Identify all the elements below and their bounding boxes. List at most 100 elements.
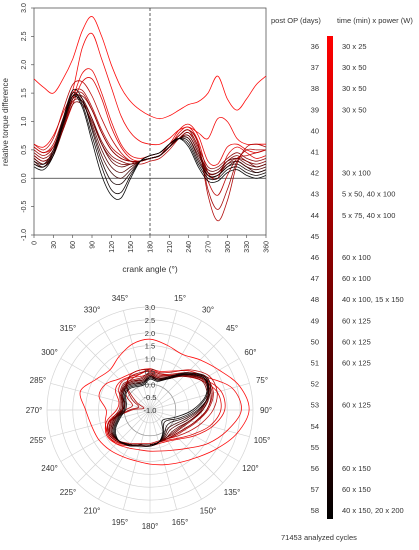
- legend-day-label: 48: [311, 295, 319, 304]
- legend-day-label: 38: [311, 84, 319, 93]
- polar-spoke: [123, 310, 151, 411]
- legend-protocol-label: 30 x 100: [342, 169, 371, 178]
- polar-angle-label: 210°: [84, 506, 101, 515]
- polar-angle-label: 300°: [41, 348, 58, 357]
- y-tick-label: -0.5: [21, 200, 28, 212]
- polar-spoke: [98, 320, 151, 411]
- polar-angle-label: 45°: [226, 324, 238, 333]
- legend-header-protocol: time (min) x power (W): [337, 16, 413, 25]
- legend-protocol-label: 30 x 50: [342, 63, 367, 72]
- legend-day-label: 37: [311, 63, 319, 72]
- y-tick-label: 0.0: [21, 173, 28, 183]
- x-tick-label: 210: [167, 241, 174, 253]
- polar-angle-label: 120°: [242, 464, 259, 473]
- legend-day-label: 46: [311, 253, 319, 262]
- polar-angle-label: 75°: [256, 376, 268, 385]
- x-tick-label: 180: [148, 241, 155, 253]
- legend-protocol-label: 60 x 125: [342, 401, 371, 410]
- polar-angle-label: 90°: [260, 406, 272, 415]
- legend-protocol-label: 5 x 50, 40 x 100: [342, 190, 395, 199]
- y-tick-label: 2.0: [21, 60, 28, 70]
- polar-spoke: [60, 409, 151, 462]
- line-chart-x-axis-label: crank angle (°): [122, 264, 178, 274]
- legend-day-label: 39: [311, 105, 319, 114]
- legend-day-label: 36: [311, 42, 319, 51]
- y-tick-label: 1.5: [21, 88, 28, 98]
- line-series-day-58: [33, 94, 267, 200]
- polar-angle-label: 330°: [84, 306, 101, 315]
- polar-angle-label: 135°: [224, 488, 241, 497]
- polar-series-day-56: [112, 372, 211, 446]
- legend-protocol-label: 60 x 125: [342, 316, 371, 325]
- polar-series-day-58: [114, 374, 208, 447]
- polar-spoke: [149, 320, 202, 411]
- x-tick-label: 90: [90, 241, 97, 249]
- legend-day-label: 47: [311, 274, 319, 283]
- line-chart-y-axis-label: relative torque difference: [1, 77, 10, 165]
- polar-angle-label: 165°: [172, 518, 189, 527]
- polar-angle-label: 30°: [202, 306, 214, 315]
- x-tick-label: 240: [186, 241, 193, 253]
- legend-protocol-label: 30 x 50: [342, 84, 367, 93]
- y-tick-label: 2.5: [21, 31, 28, 41]
- polar-series-day-42: [108, 368, 218, 445]
- legend-protocol-label: 40 x 150, 20 x 200: [342, 506, 404, 515]
- polar-radial-label: 1.5: [145, 342, 155, 351]
- legend-protocol-label: 60 x 125: [342, 337, 371, 346]
- legend-day-label: 53: [311, 401, 319, 410]
- polar-angle-label: 240°: [41, 464, 58, 473]
- line-chart-reference-lines: [34, 8, 266, 235]
- polar-spoke: [98, 409, 151, 500]
- polar-chart: 3.0 2.5 2.0 1.5 1.0 0.5 0.0 -0.5 -1.0 345° 15° 30°…: [26, 294, 272, 531]
- polar-angle-label: 195°: [112, 518, 129, 527]
- legend-day-label: 42: [311, 169, 319, 178]
- x-tick-label: 150: [128, 241, 135, 253]
- polar-spoke: [149, 358, 240, 411]
- colorbar: [327, 36, 333, 519]
- polar-series-day-36: [79, 338, 250, 466]
- line-chart-y-ticks: -1.0 -0.5 0.0 0.5 1.0 1.5 2.0 2.5 3.0: [21, 3, 34, 241]
- polar-angle-label: 60°: [244, 348, 256, 357]
- legend-protocol-label: 60 x 100: [342, 253, 371, 262]
- legend-protocol-label: 5 x 75, 40 x 100: [342, 211, 395, 220]
- legend-day-label: 57: [311, 485, 319, 494]
- x-tick-label: 30: [51, 241, 58, 249]
- polar-radial-label: 1.0: [145, 355, 155, 364]
- polar-chart-series: [79, 338, 250, 466]
- polar-angle-label: 225°: [60, 488, 77, 497]
- legend-day-label: 44: [311, 211, 319, 220]
- y-tick-label: -1.0: [21, 229, 28, 241]
- legend-protocol-label: 60 x 125: [342, 359, 371, 368]
- polar-spoke: [50, 383, 151, 411]
- x-tick-label: 60: [70, 241, 77, 249]
- polar-spoke: [76, 409, 151, 484]
- polar-spoke: [149, 409, 177, 510]
- legend: post OP (days) time (min) x power (W) 36…: [271, 16, 413, 542]
- polar-spoke: [149, 409, 250, 437]
- legend-protocol-label: 30 x 25: [342, 42, 367, 51]
- polar-angle-label: 105°: [254, 436, 271, 445]
- polar-radial-label: 0.5: [145, 367, 155, 376]
- legend-protocol-label: 60 x 150: [342, 485, 371, 494]
- y-tick-label: 3.0: [21, 3, 28, 13]
- polar-spoke: [76, 336, 151, 411]
- line-series-day-42: [33, 80, 267, 196]
- legend-protocol-labels: 30 x 25 30 x 50 30 x 50 30 x 50 30 x 100 5 x …: [342, 42, 404, 515]
- legend-protocol-label: 30 x 50: [342, 105, 367, 114]
- x-tick-label: 270: [206, 241, 213, 253]
- legend-day-label: 56: [311, 464, 319, 473]
- polar-radial-label: 2.0: [145, 329, 155, 338]
- line-series-day-36: [33, 16, 267, 120]
- polar-chart-radial-labels: 3.0 2.5 2.0 1.5 1.0 0.5 0.0 -0.5 -1.0: [144, 303, 157, 415]
- polar-spoke: [149, 310, 177, 411]
- polar-spoke: [149, 409, 202, 500]
- legend-day-label: 41: [311, 148, 319, 157]
- legend-day-label: 55: [311, 443, 319, 452]
- legend-day-label: 51: [311, 359, 319, 368]
- line-chart-series: [33, 16, 267, 222]
- polar-angle-label: 285°: [30, 376, 47, 385]
- legend-day-label: 49: [311, 316, 319, 325]
- polar-spoke: [123, 409, 151, 510]
- legend-protocol-label: 60 x 150: [342, 464, 371, 473]
